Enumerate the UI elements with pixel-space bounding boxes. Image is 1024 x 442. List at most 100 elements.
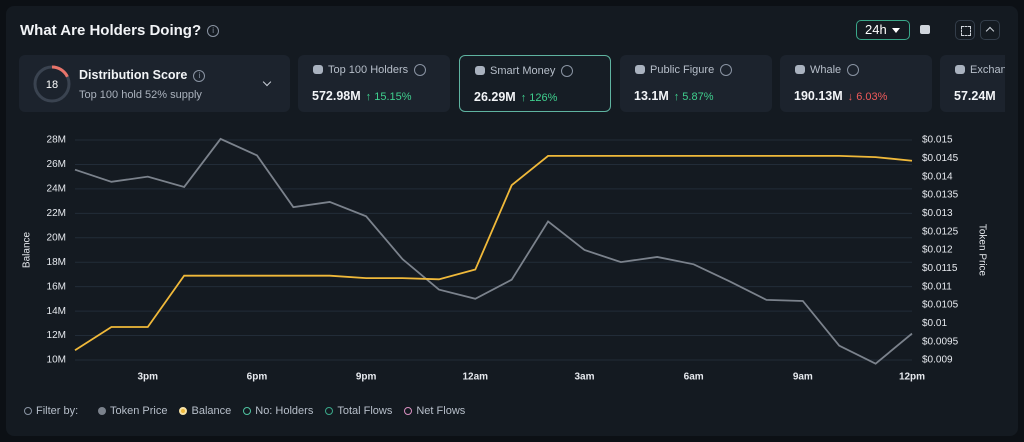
line [74,137,913,365]
info-icon[interactable] [847,64,860,77]
filter-item[interactable]: Token Price [98,405,167,417]
x-tick-label: 6pm [247,372,268,383]
card-change: ↑ 5.87% [673,91,714,103]
calendar-button[interactable] [915,20,935,40]
ring-arc [51,65,69,78]
y-tick-label: 18M [47,257,66,268]
info-icon[interactable]: i [207,25,220,38]
info-icon[interactable] [561,65,574,78]
filter-label-text: Filter by: [36,405,79,417]
y2-tick-label: $0.012 [922,245,953,256]
y2-tick-label: $0.0105 [922,300,959,311]
filter-name: Balance [191,405,232,417]
expand-button[interactable] [955,20,975,40]
calendar-icon [920,25,930,34]
filter-dot [98,407,106,415]
range-button[interactable]: 24h [856,20,910,40]
x-tick-label: 6am [684,372,704,383]
y2-tick-label: $0.0125 [922,226,959,237]
y-tick-label: 14M [47,306,66,317]
card-icon [313,65,323,74]
x-tick-label: 12pm [899,372,925,383]
filter-item[interactable]: Net Flows [404,405,465,417]
y2-tick-label: $0.014 [922,171,953,182]
y2-axis-title: Token Price [976,224,987,277]
card-label: Top 100 Holders [328,64,427,77]
card-label: Whale [810,64,860,77]
distribution-card[interactable]: 18 Distribution Score i Top 100 hold 52% … [19,55,290,112]
y2-tick-label: $0.013 [922,208,953,219]
card-value-text: 190.13M [794,89,843,103]
card-icon [955,65,965,74]
filter-dot [243,407,252,415]
y2-tick-label: $0.0135 [922,190,959,201]
cards: 18 Distribution Score i Top 100 hold 52% … [19,55,1005,113]
info-icon[interactable]: i [193,69,206,82]
filter-item[interactable]: Balance [179,405,231,417]
collapse-button[interactable] [980,20,1000,40]
stat-card[interactable]: Whale 190.13M ↓ 6.03% [780,55,932,112]
filter-name: No: Holders [255,405,314,417]
card-value-text: 57.24M [954,89,996,103]
score-label-text: Distribution Score [79,68,188,82]
card-value: 26.29M ↑ 126% [474,90,557,104]
filter-dot [404,407,413,415]
x-tick-label: 3am [574,372,594,383]
y-axis-title: Balance [22,231,33,268]
y-tick-label: 26M [47,159,66,170]
line [74,154,913,351]
card-value: 572.98M ↑ 15.15% [312,89,412,103]
card-value-text: 13.1M [634,89,669,103]
card-value-text: 26.29M [474,90,516,104]
score-ring: 18 [33,65,71,103]
x-tick-label: 9pm [356,372,377,383]
y2-tick-label: $0.01 [922,318,947,329]
y-tick-label: 22M [47,208,66,219]
filter-name: Total Flows [337,405,393,417]
card-label-text: Whale [810,64,842,76]
card-label-text: Exchange [970,64,1005,76]
card-label-text: Smart Money [490,65,556,77]
card-label: Public Figure [650,64,733,77]
card-label: Exchange [970,64,1005,76]
card-change: ↓ 6.03% [847,91,888,103]
filter-item[interactable]: No: Holders [243,405,313,417]
x-tick-label: 12am [463,372,489,383]
stat-card[interactable]: Exchange 57.24M [940,55,1005,112]
card-label: Smart Money [490,65,574,78]
y2-tick-label: $0.011 [922,281,952,292]
score: 18 [46,79,58,91]
stat-card[interactable]: Top 100 Holders 572.98M ↑ 15.15% [298,55,450,112]
filter-dot [179,407,188,415]
card-change: ↑ 15.15% [365,91,412,103]
y-tick-label: 12M [47,330,66,341]
y-tick-label: 24M [47,184,66,195]
filter-label: Filter by: [24,405,78,417]
card-value: 13.1M ↑ 5.87% [634,89,714,103]
filter-item[interactable]: Total Flows [325,405,392,417]
stat-card[interactable]: Public Figure 13.1M ↑ 5.87% [620,55,772,112]
y2-tick-label: $0.015 [922,135,953,146]
y-tick-label: 20M [47,232,66,243]
filter-name: Net Flows [416,405,466,417]
score-label: Distribution Score i [79,68,206,82]
filter-dot [325,407,334,415]
card-icon [635,65,645,74]
info-icon[interactable] [414,64,427,77]
filter-name: Token Price [110,405,168,417]
card-label-text: Top 100 Holders [328,64,409,76]
y2-tick-label: $0.009 [922,355,953,366]
y2-tick-label: $0.0145 [922,153,959,164]
card-label-text: Public Figure [650,64,715,76]
card-value: 57.24M [954,89,996,103]
y-tick-label: 16M [47,281,66,292]
score-sub: Top 100 hold 52% supply [79,89,202,101]
info-icon[interactable] [720,64,733,77]
card-value-text: 572.98M [312,89,361,103]
expand-icon [961,26,971,36]
stat-card[interactable]: Smart Money 26.29M ↑ 126% [459,55,611,112]
info-icon [24,407,32,415]
x-tick-label: 3pm [138,372,159,383]
x-tick-label: 9am [793,372,813,383]
